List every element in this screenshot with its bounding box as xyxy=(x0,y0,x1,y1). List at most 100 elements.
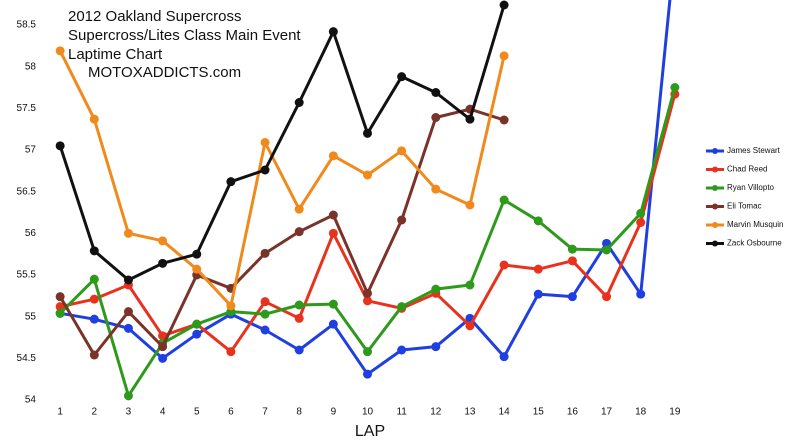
data-point xyxy=(294,300,304,310)
y-tick-label: 58 xyxy=(25,61,37,72)
data-point xyxy=(397,215,407,225)
legend-swatch xyxy=(712,240,718,247)
legend-label: James Stewart xyxy=(727,146,781,155)
chart-title: Supercross/Lites Class Main Event xyxy=(68,27,301,44)
data-point xyxy=(260,309,270,319)
x-tick-label: 12 xyxy=(430,407,442,418)
y-tick-label: 54 xyxy=(25,395,37,406)
data-point xyxy=(636,208,646,218)
data-point xyxy=(636,289,646,299)
data-point xyxy=(260,138,270,147)
legend-swatch xyxy=(712,148,718,154)
data-point xyxy=(55,302,65,312)
data-point xyxy=(431,184,441,194)
data-point xyxy=(260,297,270,307)
data-point xyxy=(465,114,475,124)
data-point xyxy=(397,345,407,355)
data-point xyxy=(397,146,407,156)
data-point xyxy=(123,228,133,238)
data-point xyxy=(328,210,338,220)
data-point xyxy=(226,347,236,357)
x-tick-label: 10 xyxy=(362,407,374,418)
data-point xyxy=(226,177,236,187)
data-point xyxy=(567,292,577,302)
x-tick-label: 2 xyxy=(92,407,98,418)
data-point xyxy=(123,323,133,333)
data-point xyxy=(431,113,441,122)
data-point xyxy=(363,288,372,298)
data-point xyxy=(294,313,304,323)
series-line xyxy=(58,107,505,357)
plot-area xyxy=(55,0,680,401)
data-point xyxy=(123,275,133,285)
legend-label: Chad Reed xyxy=(727,165,767,174)
data-point xyxy=(397,72,407,82)
data-point xyxy=(260,325,270,335)
x-tick-label: 13 xyxy=(464,407,476,418)
data-point xyxy=(192,319,202,329)
data-point xyxy=(294,345,304,355)
data-point xyxy=(158,342,168,352)
data-point xyxy=(260,248,270,258)
legend-label: Marvin Musquin xyxy=(727,220,783,229)
data-point xyxy=(55,308,65,318)
series-line xyxy=(58,4,506,282)
data-point xyxy=(499,0,509,10)
data-point xyxy=(431,342,441,352)
data-point xyxy=(533,216,543,226)
data-point xyxy=(397,302,407,312)
data-point xyxy=(89,314,99,324)
y-tick-label: 55 xyxy=(25,311,37,322)
y-tick-label: 57.5 xyxy=(17,103,37,114)
data-point xyxy=(431,284,441,294)
data-point xyxy=(294,204,304,214)
chart-title: MOTOXADDICTS.com xyxy=(88,64,241,81)
data-point xyxy=(602,292,612,302)
y-tick-label: 57 xyxy=(25,145,37,156)
data-point xyxy=(363,170,372,180)
y-tick-label: 56 xyxy=(25,228,37,239)
data-point xyxy=(158,331,168,341)
y-tick-label: 54.5 xyxy=(17,353,37,364)
data-point xyxy=(533,264,543,274)
data-point xyxy=(602,245,612,255)
legend-label: Ryan Villopto xyxy=(727,183,775,192)
x-tick-label: 3 xyxy=(126,407,132,418)
data-point xyxy=(328,151,338,161)
y-tick-label: 58.5 xyxy=(17,20,37,31)
data-point xyxy=(328,319,338,329)
data-point xyxy=(89,246,99,256)
data-point xyxy=(567,256,577,266)
data-point xyxy=(89,350,99,360)
x-tick-label: 17 xyxy=(601,407,613,418)
x-tick-label: 11 xyxy=(396,407,407,418)
legend-label: Zack Osbourne xyxy=(727,239,782,248)
legend-swatch xyxy=(712,222,718,228)
legend-swatch xyxy=(712,185,718,191)
legend-swatch xyxy=(712,166,718,173)
data-point xyxy=(499,260,509,270)
data-point xyxy=(294,227,304,237)
x-tick-label: 1 xyxy=(57,407,63,418)
y-tick-label: 55.5 xyxy=(17,270,37,281)
data-point xyxy=(89,294,99,304)
x-tick-label: 14 xyxy=(499,407,511,418)
data-point xyxy=(567,244,577,254)
data-point xyxy=(158,236,168,246)
data-point xyxy=(499,51,509,61)
data-point xyxy=(294,98,304,107)
data-point xyxy=(55,141,65,151)
data-point xyxy=(328,228,338,238)
data-point xyxy=(123,391,133,401)
x-tick-label: 5 xyxy=(194,407,200,418)
legend-swatch xyxy=(712,203,718,210)
data-point xyxy=(363,296,372,306)
data-point xyxy=(499,352,509,362)
x-tick-label: 15 xyxy=(533,407,545,418)
data-point xyxy=(670,83,680,92)
x-tick-label: 19 xyxy=(669,407,681,418)
data-point xyxy=(465,200,475,210)
x-tick-label: 8 xyxy=(296,407,302,418)
legend-label: Eli Tomac xyxy=(727,202,762,211)
x-tick-label: 6 xyxy=(228,407,234,418)
